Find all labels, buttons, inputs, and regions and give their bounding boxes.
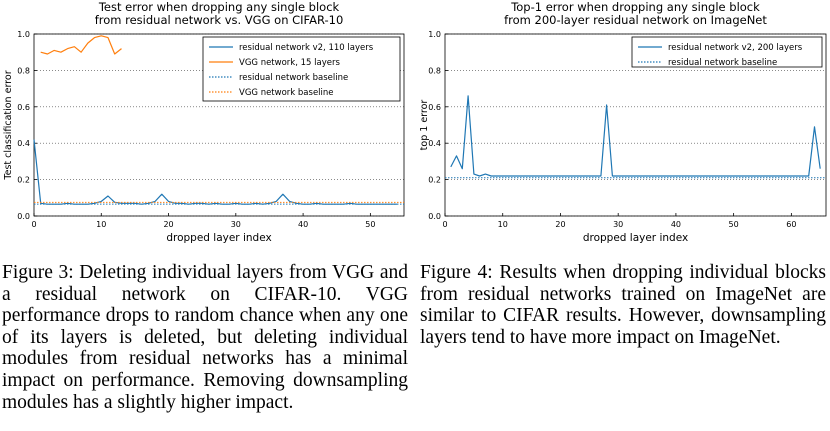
y-tick-label: 0.0 (428, 212, 441, 221)
y-tick-label: 0.6 (17, 103, 30, 112)
y-axis-label: top 1 error (419, 100, 430, 151)
legend-entry: VGG network baseline (239, 88, 334, 98)
x-tick-label: 40 (298, 220, 308, 229)
figure-4-chart: Top-1 error when dropping any single blo… (419, 0, 827, 244)
figure-3-caption: Figure 3: Deleting individual layers fro… (2, 262, 408, 413)
legend-box (631, 36, 823, 68)
x-tick-label: 50 (729, 220, 739, 229)
x-axis-label: dropped layer index (166, 232, 271, 244)
x-tick-label: 50 (365, 220, 375, 229)
figure-4-caption: Figure 4: Results when dropping individu… (420, 262, 826, 348)
x-tick-label: 10 (498, 220, 508, 229)
y-axis-label: Test classification error (3, 70, 14, 180)
legend-box (202, 36, 401, 102)
x-tick-label: 0 (442, 220, 447, 229)
chart-title-line: Test error when dropping any single bloc… (98, 0, 340, 14)
y-tick-label: 0.0 (17, 212, 30, 221)
x-tick-label: 20 (555, 220, 565, 229)
figure-3-chart: Test error when dropping any single bloc… (3, 0, 405, 244)
legend-entry: residual network v2, 200 layers (668, 43, 803, 53)
y-tick-label: 0.2 (428, 176, 441, 185)
x-tick-label: 60 (786, 220, 796, 229)
x-tick-label: 20 (163, 220, 173, 229)
x-axis-label: dropped layer index (583, 232, 688, 244)
plot-frame (33, 33, 405, 217)
series-line (40, 35, 122, 55)
series-line (33, 139, 398, 205)
y-tick-label: 0.8 (17, 66, 30, 75)
y-tick-label: 0.2 (17, 176, 30, 185)
chart-title-line: from 200-layer residual network on Image… (504, 13, 767, 27)
series-line (450, 95, 821, 177)
chart-title-line: Top-1 error when dropping any single blo… (510, 0, 760, 14)
y-tick-label: 0.8 (428, 66, 441, 75)
x-tick-label: 0 (31, 220, 36, 229)
legend-entry: residual network v2, 110 layers (239, 43, 374, 53)
y-tick-label: 0.4 (428, 139, 441, 148)
chart-title-line: from residual network vs. VGG on CIFAR-1… (95, 13, 344, 27)
x-tick-label: 40 (671, 220, 681, 229)
y-tick-label: 1.0 (428, 30, 441, 39)
legend-entry: residual network baseline (239, 73, 348, 83)
x-tick-label: 30 (613, 220, 623, 229)
x-tick-label: 30 (231, 220, 241, 229)
y-tick-label: 0.6 (428, 103, 441, 112)
x-tick-label: 10 (96, 220, 106, 229)
y-tick-label: 1.0 (17, 30, 30, 39)
plot-frame (444, 33, 827, 217)
legend-entry: residual network baseline (668, 58, 777, 68)
y-tick-label: 0.4 (17, 139, 30, 148)
legend-entry: VGG network, 15 layers (239, 58, 340, 68)
